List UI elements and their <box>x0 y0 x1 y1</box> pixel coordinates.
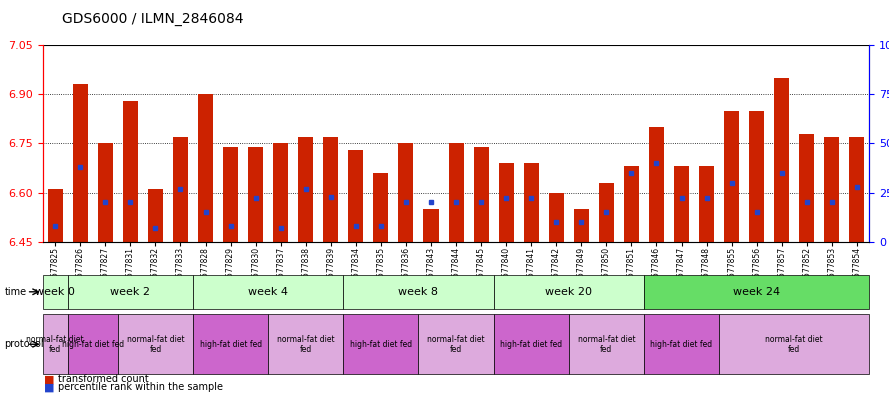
Bar <box>148 189 163 242</box>
Text: transformed count: transformed count <box>58 375 148 384</box>
Text: protocol: protocol <box>4 339 44 349</box>
Bar <box>749 111 765 242</box>
Text: high-fat diet fed: high-fat diet fed <box>350 340 412 349</box>
Bar <box>799 134 814 242</box>
Text: week 24: week 24 <box>733 287 781 297</box>
Bar <box>198 94 213 242</box>
Text: week 20: week 20 <box>545 287 592 297</box>
Bar <box>273 143 288 242</box>
Bar <box>499 163 514 242</box>
Text: normal-fat diet
fed: normal-fat diet fed <box>428 334 485 354</box>
Text: ■: ■ <box>44 375 55 384</box>
Text: normal-fat diet
fed: normal-fat diet fed <box>276 334 334 354</box>
Bar <box>674 166 689 242</box>
Bar <box>348 150 364 242</box>
Bar <box>248 147 263 242</box>
Bar <box>48 189 63 242</box>
Bar <box>298 137 313 242</box>
Bar <box>599 183 614 242</box>
Bar <box>73 84 88 242</box>
Bar <box>123 101 138 242</box>
Text: week 2: week 2 <box>110 287 150 297</box>
Bar <box>725 111 739 242</box>
Text: percentile rank within the sample: percentile rank within the sample <box>58 382 223 392</box>
Text: high-fat diet fed: high-fat diet fed <box>199 340 261 349</box>
Bar <box>824 137 839 242</box>
Text: GDS6000 / ILMN_2846084: GDS6000 / ILMN_2846084 <box>62 12 244 26</box>
Bar <box>549 193 564 242</box>
Bar <box>398 143 413 242</box>
Text: normal-fat diet
fed: normal-fat diet fed <box>27 334 84 354</box>
Bar <box>173 137 188 242</box>
Text: high-fat diet fed: high-fat diet fed <box>61 340 124 349</box>
Text: normal-fat diet
fed: normal-fat diet fed <box>765 334 823 354</box>
Bar <box>573 209 589 242</box>
Bar <box>223 147 238 242</box>
Bar <box>699 166 714 242</box>
Bar <box>449 143 463 242</box>
Bar <box>624 166 639 242</box>
Text: normal-fat diet
fed: normal-fat diet fed <box>578 334 636 354</box>
Bar <box>98 143 113 242</box>
Text: ■: ■ <box>44 382 55 392</box>
Bar <box>649 127 664 242</box>
Bar <box>524 163 539 242</box>
Bar <box>474 147 489 242</box>
Text: week 0: week 0 <box>36 287 76 297</box>
Bar <box>849 137 864 242</box>
Text: time: time <box>4 287 27 297</box>
Bar <box>774 78 789 242</box>
Bar <box>423 209 438 242</box>
Text: normal-fat diet
fed: normal-fat diet fed <box>126 334 184 354</box>
Text: week 4: week 4 <box>248 287 288 297</box>
Text: high-fat diet fed: high-fat diet fed <box>501 340 562 349</box>
Text: high-fat diet fed: high-fat diet fed <box>651 340 713 349</box>
Text: week 8: week 8 <box>398 287 438 297</box>
Bar <box>324 137 339 242</box>
Bar <box>373 173 388 242</box>
